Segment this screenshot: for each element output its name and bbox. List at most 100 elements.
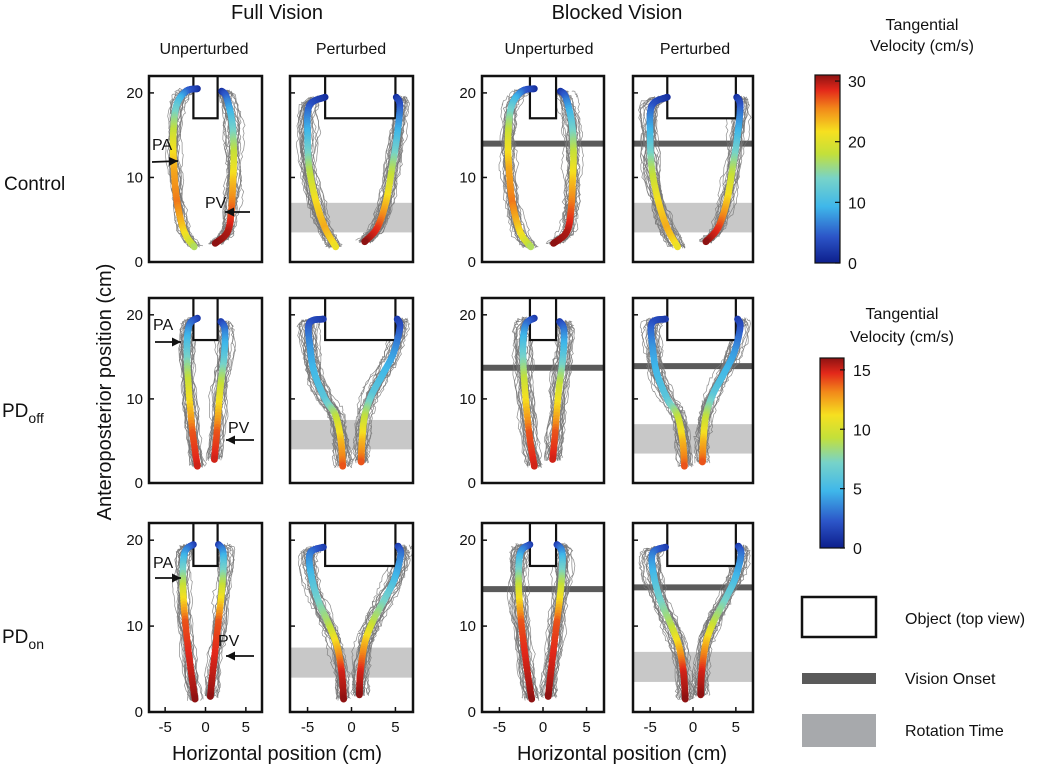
individual-trace-left-digit (515, 316, 533, 467)
trajectory-point (544, 693, 552, 700)
trajectory-point (356, 691, 363, 699)
individual-trace-right-digit (209, 90, 231, 245)
panel-frame (147, 296, 264, 485)
pa-label: PA (153, 555, 173, 572)
individual-trace-left-digit (299, 95, 331, 248)
y-tick-label: 20 (459, 307, 476, 324)
individual-trace-right-digit (214, 544, 233, 697)
panel-r1-c1: 0 10 20 (126, 74, 264, 271)
individual-trace-left-digit (296, 96, 331, 247)
y-tick-label: 20 (459, 85, 476, 102)
panel-content (165, 76, 246, 251)
panel-r1-c3: 0 10 20 (459, 74, 606, 271)
individual-trace-right-digit (556, 320, 573, 462)
individual-trace-left-digit (511, 544, 527, 699)
x-tick-label: -5 (643, 719, 656, 736)
panel-frame (288, 296, 415, 485)
colorbar-tick-label: 20 (848, 135, 866, 152)
individual-trace-right-digit (221, 89, 242, 245)
pa-label: PA (152, 137, 172, 154)
x-tick-label: 0 (347, 719, 355, 736)
panel-r3-c2: -5 0 5 (288, 521, 415, 736)
x-tick-label: -5 (493, 719, 506, 736)
pv-arrow-head (226, 435, 236, 445)
panel-frame (288, 74, 415, 264)
y-tick-label: 10 (459, 391, 476, 408)
y-tick-label: 20 (126, 85, 143, 102)
row-label-pd-off-main: PD (2, 401, 28, 422)
individual-trace-left-digit (639, 316, 679, 468)
y-tick-label: 10 (126, 391, 143, 408)
y-tick-label: 0 (135, 475, 143, 492)
individual-trace-left-digit (179, 318, 195, 468)
x-axis-title-blocked: Horizontal position (cm) (517, 743, 727, 765)
trajectory-point (361, 238, 369, 246)
individual-trace-right-digit (361, 547, 406, 695)
y-tick-label: 20 (459, 532, 476, 549)
legend-label-vision-onset: Vision Onset (905, 671, 996, 688)
panel-frame (147, 74, 264, 264)
legend-label-object: Object (top view) (905, 611, 1025, 628)
row-label-pd-off-sub: off (28, 410, 43, 426)
object-rectangle (324, 76, 397, 120)
panel-content (482, 298, 604, 470)
row-label-pd-on: PDon (2, 627, 44, 652)
individual-trace-left-digit (498, 87, 526, 248)
column-title-blocked-unperturbed: Unperturbed (505, 41, 594, 58)
x-tick-label: 5 (242, 719, 250, 736)
annotations: PA PV PA PV PA PV (151, 137, 255, 661)
individual-trace-left-digit (183, 543, 199, 701)
individual-trace-right-digit (557, 319, 574, 461)
panel-content (482, 523, 604, 703)
x-tick-label: -5 (158, 719, 171, 736)
object-rectangle (324, 523, 397, 568)
individual-trace-left-digit (304, 546, 340, 699)
individual-trace-left-digit (654, 317, 691, 466)
mean-trajectory-left-digit (519, 314, 538, 470)
individual-trace-left-digit (508, 543, 526, 699)
individual-trace-right-digit (365, 318, 411, 463)
colorbar-tick-label: 0 (848, 256, 857, 273)
panel-frame (480, 296, 606, 485)
object-rectangle (666, 298, 737, 342)
colorbar-tick-label: 5 (853, 482, 862, 499)
legend-marker-vision-onset (802, 673, 876, 684)
panel-r2-c3: 0 10 20 (459, 296, 606, 492)
trajectory-point (211, 240, 219, 247)
individual-trace-right-digit (560, 90, 581, 243)
individual-trace-right-digit (558, 321, 570, 460)
pa-label: PA (153, 317, 173, 334)
mean-trajectory-left-digit (646, 93, 681, 251)
colorbar-bottom (819, 357, 845, 549)
trajectory-point (206, 693, 214, 700)
mean-trajectory-left-digit (305, 543, 347, 703)
column-title-full-unperturbed: Unperturbed (160, 41, 249, 58)
panel-content (633, 298, 753, 470)
individual-trace-left-digit (303, 317, 341, 467)
trajectory-point (681, 462, 688, 470)
individual-trace-left-digit (512, 544, 530, 701)
mean-trajectory-right-digit (549, 318, 568, 463)
colorbar-top-ticks: 0 10 20 30 (835, 74, 866, 273)
pv-label: PV (218, 633, 240, 650)
row-label-control: Control (4, 174, 65, 195)
individual-trace-right-digit (368, 97, 407, 243)
panel-content (290, 76, 413, 251)
panel-content (290, 298, 413, 470)
column-title-full-perturbed: Perturbed (316, 41, 386, 58)
individual-trace-left-digit (314, 98, 342, 247)
individual-trace-left-digit (311, 317, 349, 467)
row-label-pd-on-sub: on (28, 636, 44, 652)
pv-arrow-head (226, 651, 236, 661)
legend-marker-rotation-time (802, 714, 876, 747)
panel-r1-c2 (288, 74, 415, 264)
individual-trace-right-digit (703, 317, 747, 463)
rotation-time-band (633, 202, 753, 233)
mean-trajectory-left-digit (504, 85, 538, 251)
pv-label: PV (205, 195, 227, 212)
trajectory-point (697, 691, 705, 699)
colorbar-top-title-line2: Velocity (cm/s) (870, 38, 974, 55)
x-tick-label: -5 (301, 719, 314, 736)
trajectory-point (191, 695, 199, 703)
individual-trace-left-digit (178, 317, 198, 468)
